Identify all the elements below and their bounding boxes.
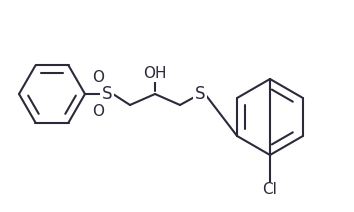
Text: OH: OH bbox=[143, 67, 167, 81]
Text: S: S bbox=[102, 85, 112, 103]
Text: O: O bbox=[92, 103, 104, 119]
Text: S: S bbox=[195, 85, 205, 103]
Text: Cl: Cl bbox=[263, 183, 278, 198]
Text: O: O bbox=[92, 70, 104, 85]
